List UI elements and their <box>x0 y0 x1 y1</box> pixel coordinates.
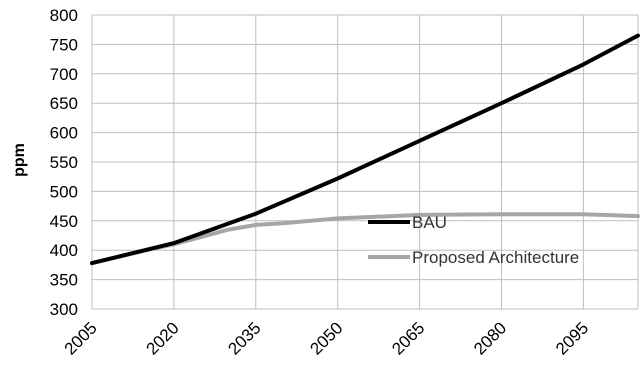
y-tick-label: 500 <box>50 182 78 201</box>
y-tick-label: 400 <box>50 241 78 260</box>
x-tick-label: 2035 <box>224 318 264 358</box>
x-tick-label: 2020 <box>143 318 183 358</box>
x-tick-label: 2050 <box>306 318 346 358</box>
y-axis-label: ppm <box>11 143 28 177</box>
y-tick-label: 300 <box>50 300 78 319</box>
x-tick-label: 2005 <box>61 318 101 358</box>
y-tick-label: 350 <box>50 271 78 290</box>
x-tick-label: 2065 <box>388 318 428 358</box>
y-tick-label: 550 <box>50 153 78 172</box>
legend-label: Proposed Architecture <box>412 248 579 267</box>
series-layer <box>90 33 640 266</box>
x-tick-label: 2080 <box>470 318 510 358</box>
y-tick-label: 600 <box>50 124 78 143</box>
y-tick-label: 800 <box>50 6 78 25</box>
axis-layer: 300 350 400 450 500 550 600 650 700 750 800 2005 202… <box>50 6 593 359</box>
y-tick-label: 450 <box>50 212 78 231</box>
y-tick-label: 750 <box>50 35 78 54</box>
series-line-bau <box>90 33 640 266</box>
y-tick-label: 700 <box>50 65 78 84</box>
y-tick-label: 650 <box>50 94 78 113</box>
x-tick-label: 2095 <box>552 318 592 358</box>
legend-label: BAU <box>412 213 447 232</box>
legend: BAU Proposed Architecture <box>368 213 579 267</box>
grid-layer <box>91 14 639 310</box>
